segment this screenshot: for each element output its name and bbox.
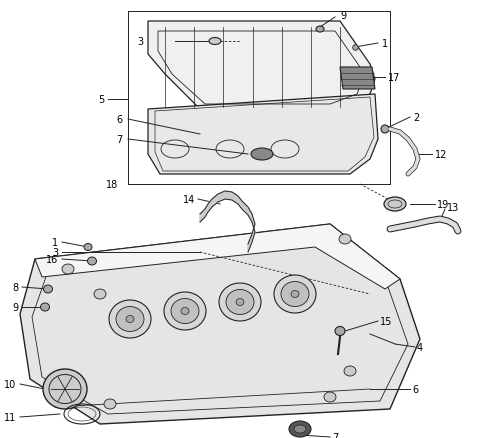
- Ellipse shape: [94, 290, 106, 299]
- Polygon shape: [148, 95, 378, 175]
- Ellipse shape: [384, 198, 406, 212]
- Text: 19: 19: [437, 200, 449, 209]
- Polygon shape: [340, 68, 375, 90]
- Ellipse shape: [274, 276, 316, 313]
- Ellipse shape: [339, 234, 351, 244]
- Ellipse shape: [43, 369, 87, 409]
- Ellipse shape: [181, 308, 189, 315]
- Ellipse shape: [109, 300, 151, 338]
- Ellipse shape: [126, 316, 134, 323]
- Ellipse shape: [281, 282, 309, 307]
- Text: 13: 13: [447, 202, 459, 212]
- Text: 3: 3: [137, 37, 143, 47]
- Ellipse shape: [44, 285, 52, 293]
- Text: 6: 6: [412, 384, 418, 394]
- Ellipse shape: [171, 299, 199, 324]
- Text: 1: 1: [382, 39, 388, 49]
- Text: 11: 11: [4, 412, 16, 422]
- Text: 18: 18: [106, 180, 118, 190]
- Text: 9: 9: [340, 11, 346, 21]
- Ellipse shape: [381, 126, 389, 134]
- Text: 16: 16: [46, 254, 58, 265]
- Polygon shape: [200, 191, 255, 252]
- Text: 4: 4: [417, 342, 423, 352]
- Text: 17: 17: [388, 73, 400, 83]
- Text: 8: 8: [12, 283, 18, 292]
- Ellipse shape: [291, 291, 299, 298]
- Text: 3: 3: [52, 247, 58, 258]
- Ellipse shape: [164, 292, 206, 330]
- Ellipse shape: [226, 290, 254, 315]
- Ellipse shape: [344, 366, 356, 376]
- Ellipse shape: [289, 421, 311, 437]
- Ellipse shape: [294, 425, 306, 433]
- Ellipse shape: [66, 374, 78, 384]
- Text: 10: 10: [4, 379, 16, 389]
- Polygon shape: [20, 225, 420, 424]
- Text: 7: 7: [116, 135, 122, 145]
- Ellipse shape: [62, 265, 74, 274]
- Ellipse shape: [251, 148, 273, 161]
- Ellipse shape: [40, 303, 49, 311]
- Text: 6: 6: [116, 115, 122, 125]
- Text: 2: 2: [413, 113, 419, 123]
- Text: 1: 1: [52, 237, 58, 247]
- Polygon shape: [35, 225, 400, 290]
- Ellipse shape: [84, 244, 92, 251]
- Polygon shape: [148, 22, 375, 110]
- Ellipse shape: [324, 392, 336, 402]
- Ellipse shape: [219, 283, 261, 321]
- Ellipse shape: [236, 299, 244, 306]
- Text: 12: 12: [435, 150, 447, 159]
- Text: 5: 5: [98, 95, 104, 105]
- Text: 7: 7: [332, 432, 338, 438]
- Ellipse shape: [209, 39, 221, 46]
- Ellipse shape: [87, 258, 96, 265]
- Ellipse shape: [335, 327, 345, 336]
- Text: 14: 14: [183, 194, 195, 205]
- Text: 9: 9: [12, 302, 18, 312]
- Ellipse shape: [116, 307, 144, 332]
- Ellipse shape: [316, 27, 324, 33]
- Text: 15: 15: [380, 316, 392, 326]
- Ellipse shape: [104, 399, 116, 409]
